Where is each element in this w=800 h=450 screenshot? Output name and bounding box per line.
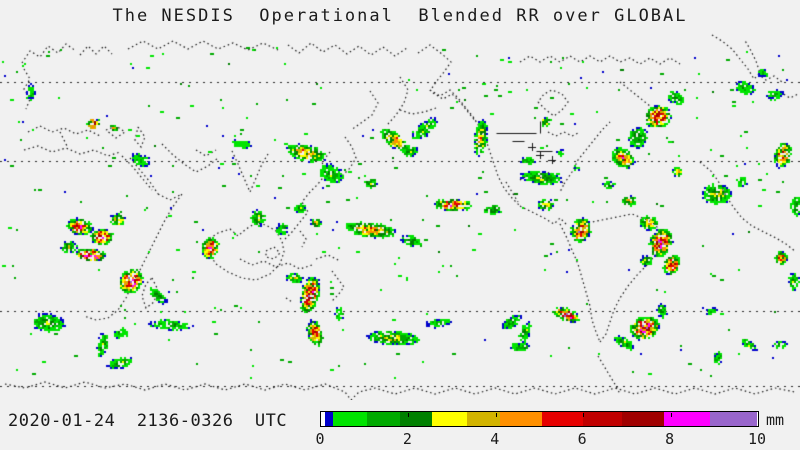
colorbar-segment xyxy=(663,412,710,426)
colorbar-tick xyxy=(495,413,497,417)
colorbar-segment xyxy=(333,412,367,426)
colorbar-tick-label: 0 xyxy=(315,430,325,448)
colorbar-segment xyxy=(467,412,501,426)
colorbar-tick-label: 4 xyxy=(490,430,500,448)
colorbar-segment xyxy=(583,412,623,426)
colorbar: 0 2 4 6 8 10 mm xyxy=(315,411,784,448)
colorbar-segment xyxy=(321,412,326,426)
colorbar-segment xyxy=(366,412,400,426)
colorbar-gradient xyxy=(320,411,759,427)
colorbar-tick-label: 2 xyxy=(402,430,412,448)
colorbar-tick xyxy=(408,413,410,417)
colorbar-segment xyxy=(325,412,334,426)
colorbar-segment xyxy=(500,412,542,426)
colorbar-tick-label: 8 xyxy=(665,430,675,448)
colorbar-tick-label: 10 xyxy=(747,430,767,448)
colorbar-tick xyxy=(583,413,585,417)
colorbar-segment xyxy=(709,412,757,426)
colorbar-segment xyxy=(756,412,758,426)
colorbar-segment xyxy=(541,412,584,426)
colorbar-tick xyxy=(670,413,672,417)
timestamp-label: 2020-01-24 2136-0326 UTC xyxy=(8,411,288,431)
colorbar-segment xyxy=(622,412,664,426)
page-title: The NESDIS Operational Blended RR over G… xyxy=(112,6,688,26)
colorbar-segment xyxy=(432,412,468,426)
colorbar-segment xyxy=(399,412,433,426)
global-rain-rate-map xyxy=(0,33,800,400)
colorbar-unit-label: mm xyxy=(766,411,785,429)
colorbar-tick-label: 6 xyxy=(577,430,587,448)
colorbar-tick-labels: 0 2 4 6 8 10 xyxy=(315,430,766,448)
